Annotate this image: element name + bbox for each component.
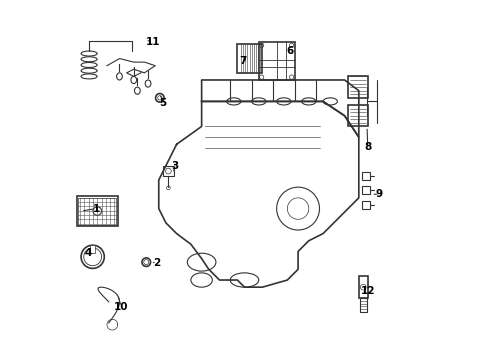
Bar [362,201,369,208]
Text: 3: 3 [171,161,178,171]
Bar [362,172,369,180]
Text: 1: 1 [92,203,100,213]
Text: 8: 8 [364,142,370,152]
Text: 6: 6 [286,46,293,56]
Text: 11: 11 [145,37,160,48]
Text: 10: 10 [114,302,128,312]
Text: 5: 5 [159,98,166,108]
Bar [163,166,173,176]
Bar [359,298,366,312]
Text: 7: 7 [239,57,246,66]
Text: 12: 12 [361,287,375,296]
Bar [77,196,118,226]
Text: 9: 9 [375,189,382,199]
Bar [237,44,262,73]
Bar [347,105,367,126]
Bar [78,198,116,225]
Bar [258,42,294,80]
Bar [347,76,367,98]
Bar [90,246,95,253]
Bar [362,186,369,194]
Text: 2: 2 [153,258,160,268]
Text: 4: 4 [84,248,92,258]
Bar [358,276,367,298]
